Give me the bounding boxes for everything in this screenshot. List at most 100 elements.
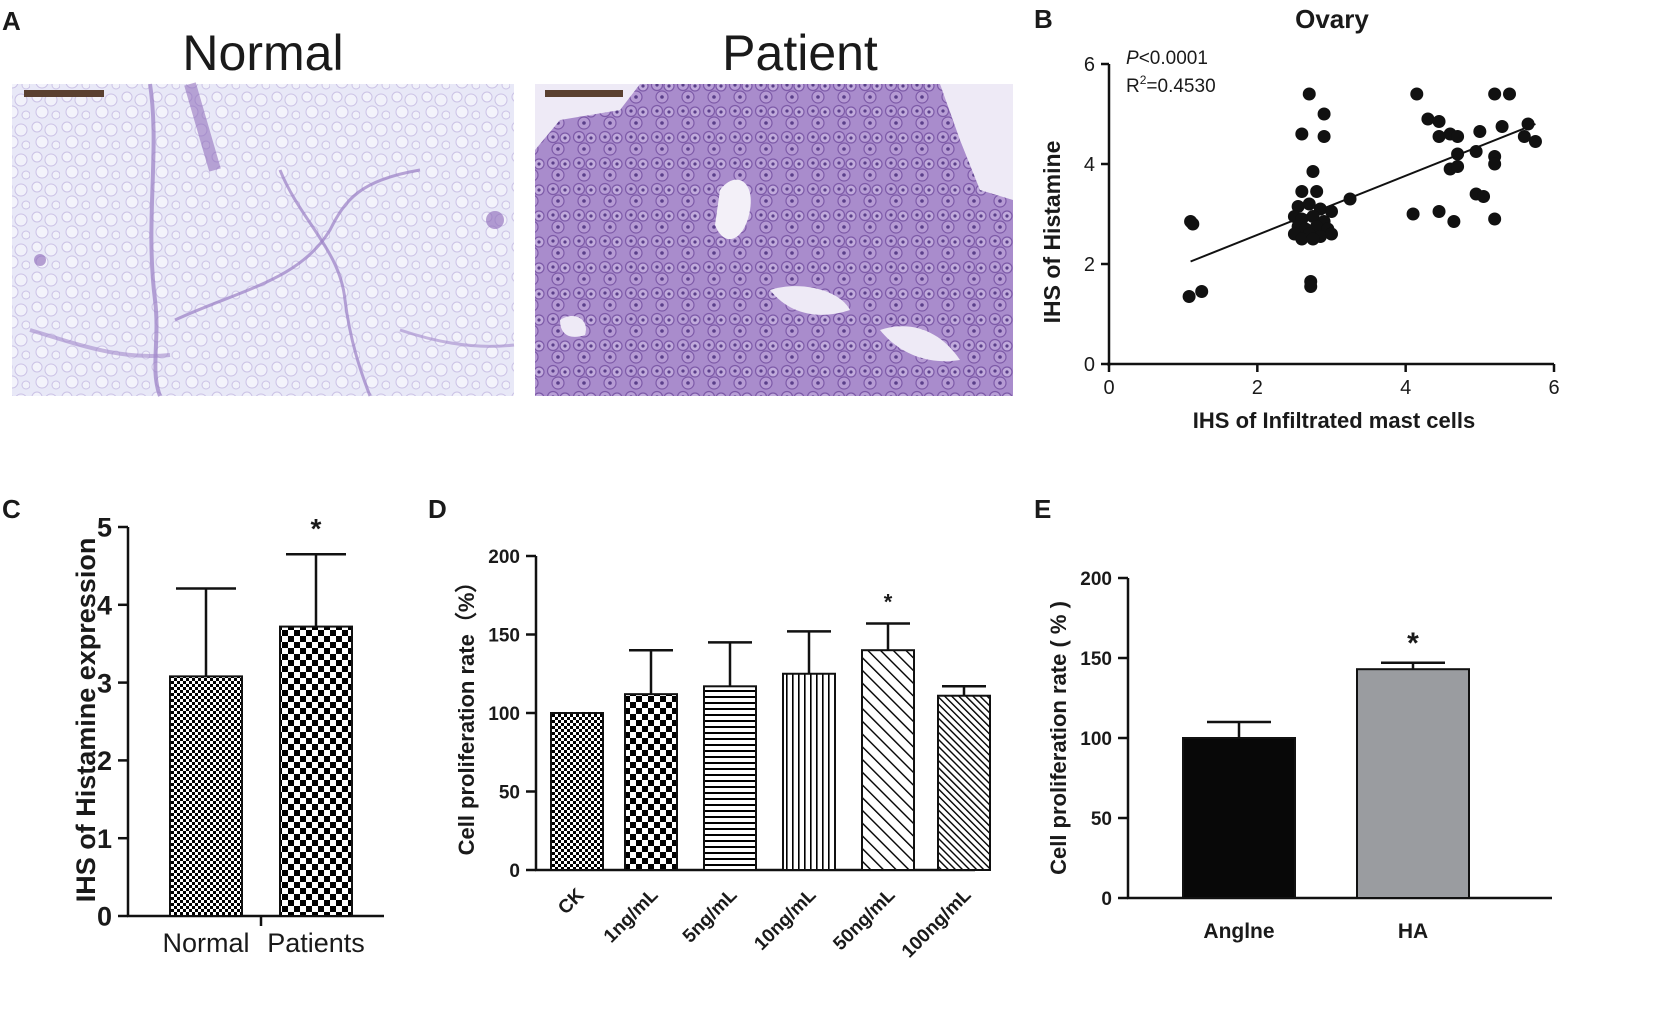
chart-b-data-point xyxy=(1451,160,1465,173)
bar-0 xyxy=(169,675,243,917)
y-tick-label: 0 xyxy=(509,861,520,882)
y-tick-label: 5 xyxy=(97,513,112,543)
chart-b-data-point xyxy=(1343,192,1357,206)
chart-b-x-tick-label: 6 xyxy=(1548,377,1559,399)
chart-b-data-point xyxy=(1495,120,1509,133)
bar-4 xyxy=(861,649,915,872)
chart-b-title: Ovary xyxy=(1295,4,1369,34)
chart-b-data-point xyxy=(1306,165,1320,178)
chart-c-plot: 0 1 2 3 4 5 Normal * Patients xyxy=(97,513,384,958)
x-tick-label: 1ng/mL xyxy=(600,884,663,947)
y-tick-label: 150 xyxy=(488,625,520,646)
chart-b-data-point xyxy=(1186,217,1200,231)
chart-b-data-point xyxy=(1406,207,1420,221)
y-tick-label: 0 xyxy=(97,902,112,932)
chart-c-ylabel: IHS of Histamine expression xyxy=(71,538,101,903)
chart-b-axes: 0 2 4 6 0 2 4 6 xyxy=(1084,54,1560,399)
x-tick-label: CK xyxy=(554,884,588,918)
y-tick-label: 200 xyxy=(488,547,520,568)
x-tick-label: HA xyxy=(1398,920,1428,943)
panel-e: E Cell proliferation rate ( % ) 0 50 100 15… xyxy=(1034,494,1552,943)
panel-letter-c: C xyxy=(2,494,21,524)
chart-b-x-tick-label: 0 xyxy=(1103,377,1114,399)
chart-b-data-point xyxy=(1473,125,1487,138)
panel-a: A Normal Patient xyxy=(2,6,1013,397)
bar-1 xyxy=(624,693,678,871)
chart-b-ylabel: IHS of Histamine xyxy=(1039,141,1065,324)
chart-b-data-point xyxy=(1302,197,1316,211)
chart-e-ylabel: Cell proliferation rate ( % ) xyxy=(1046,601,1071,875)
chart-d-plot: 0 50 100 150 200 CK 1ng/mL 5ng/mL 10ng/mL * 50ng/m… xyxy=(488,547,991,962)
x-tick-label: Normal xyxy=(162,928,249,958)
chart-b-y-tick-label: 0 xyxy=(1084,354,1095,376)
chart-b-data-point xyxy=(1306,232,1320,246)
y-tick-label: 1 xyxy=(97,824,112,854)
chart-b-data-point xyxy=(1528,135,1542,148)
chart-b-points xyxy=(1182,87,1542,303)
chart-b-y-tick-label: 6 xyxy=(1084,54,1095,76)
chart-b-data-point xyxy=(1295,185,1309,198)
y-tick-label: 150 xyxy=(1080,649,1112,670)
panel-letter-a: A xyxy=(2,6,21,36)
chart-b-data-point xyxy=(1432,205,1446,218)
y-tick-label: 3 xyxy=(97,668,112,698)
chart-d-ylabel: Cell proliferation rate（%） xyxy=(454,571,479,856)
significance-mark: * xyxy=(311,513,322,544)
chart-b-data-point xyxy=(1182,290,1196,303)
chart-b-data-point xyxy=(1432,130,1446,143)
chart-b-data-point xyxy=(1451,147,1465,161)
chart-b-data-point xyxy=(1488,87,1502,101)
y-tick-label: 100 xyxy=(488,704,520,725)
y-tick-label: 2 xyxy=(97,746,112,776)
y-tick-label: 4 xyxy=(97,591,112,621)
x-tick-label: 10ng/mL xyxy=(750,884,820,954)
bar-5 xyxy=(937,694,991,871)
panel-letter-b: B xyxy=(1034,4,1053,34)
chart-b-y-tick-label: 2 xyxy=(1084,254,1095,276)
y-tick-label: 50 xyxy=(1091,809,1112,830)
normal-image-title: Normal xyxy=(182,25,343,81)
x-tick-label: Anglne xyxy=(1203,920,1274,943)
chart-b-data-point xyxy=(1317,107,1331,121)
bar-0 xyxy=(1182,737,1296,899)
chart-b-pvalue: P<0.0001 xyxy=(1126,48,1208,69)
patient-image-title: Patient xyxy=(722,25,878,81)
panel-letter-e: E xyxy=(1034,494,1051,524)
x-tick-label: 50ng/mL xyxy=(829,884,899,954)
significance-mark: * xyxy=(1407,627,1419,660)
y-tick-label: 100 xyxy=(1080,729,1112,750)
bar-1 xyxy=(279,625,353,917)
chart-b-r-squared: R2=0.4530 xyxy=(1126,73,1216,97)
bar-2 xyxy=(703,685,757,871)
chart-b-data-point xyxy=(1410,87,1424,101)
y-tick-label: 0 xyxy=(1101,889,1112,910)
chart-b-data-point xyxy=(1325,205,1338,218)
y-tick-label: 200 xyxy=(1080,569,1112,590)
chart-b-data-point xyxy=(1488,157,1502,171)
chart-b-data-point xyxy=(1291,200,1305,213)
chart-b-data-point xyxy=(1432,115,1446,128)
panel-d: D Cell proliferation rate（%） 0 50 100 150 20… xyxy=(428,494,991,962)
chart-b-data-point xyxy=(1195,285,1209,298)
chart-b-data-point xyxy=(1295,232,1309,246)
chart-b-data-point xyxy=(1488,212,1502,226)
patient-tissue-image xyxy=(535,84,1013,396)
bar-1 xyxy=(1356,668,1470,900)
chart-b-xlabel: IHS of Infiltrated mast cells xyxy=(1193,408,1475,433)
chart-b-data-point xyxy=(1325,227,1338,241)
chart-b-data-point xyxy=(1295,127,1309,141)
chart-b-data-point xyxy=(1317,130,1331,143)
x-tick-label: 100ng/mL xyxy=(898,884,976,962)
chart-b-data-point xyxy=(1503,87,1516,101)
chart-b-data-point xyxy=(1302,87,1316,101)
chart-b-data-point xyxy=(1306,210,1320,223)
chart-b-x-tick-label: 4 xyxy=(1400,377,1411,399)
chart-b-y-tick-label: 4 xyxy=(1084,154,1095,176)
chart-b-data-point xyxy=(1451,130,1465,143)
chart-b-data-point xyxy=(1421,112,1435,126)
bar-0 xyxy=(550,712,604,871)
chart-b-data-point xyxy=(1521,117,1535,131)
significance-mark: * xyxy=(884,590,893,615)
chart-b-data-point xyxy=(1477,190,1491,203)
chart-b-data-point xyxy=(1310,185,1324,198)
